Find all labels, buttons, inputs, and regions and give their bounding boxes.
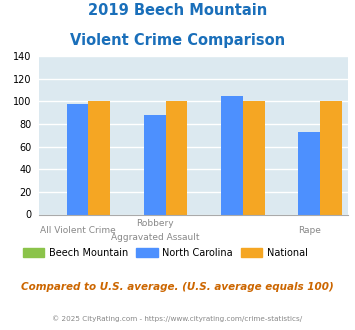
Bar — [144, 115, 166, 214]
Text: Robbery: Robbery — [136, 219, 174, 228]
Bar — [88, 101, 110, 214]
Text: All Violent Crime: All Violent Crime — [40, 226, 115, 235]
Text: Rape: Rape — [298, 226, 321, 235]
Text: 2019 Beech Mountain: 2019 Beech Mountain — [88, 3, 267, 18]
Bar — [166, 101, 187, 214]
Text: Compared to U.S. average. (U.S. average equals 100): Compared to U.S. average. (U.S. average … — [21, 282, 334, 292]
Text: Violent Crime Comparison: Violent Crime Comparison — [70, 33, 285, 48]
Legend: Beech Mountain, North Carolina, National: Beech Mountain, North Carolina, National — [19, 244, 312, 262]
Text: © 2025 CityRating.com - https://www.cityrating.com/crime-statistics/: © 2025 CityRating.com - https://www.city… — [53, 315, 302, 322]
Bar — [67, 104, 88, 214]
Bar — [320, 101, 342, 214]
Bar — [243, 101, 264, 214]
Text: Aggravated Assault: Aggravated Assault — [111, 233, 199, 242]
Bar — [221, 96, 243, 214]
Bar — [299, 132, 320, 214]
